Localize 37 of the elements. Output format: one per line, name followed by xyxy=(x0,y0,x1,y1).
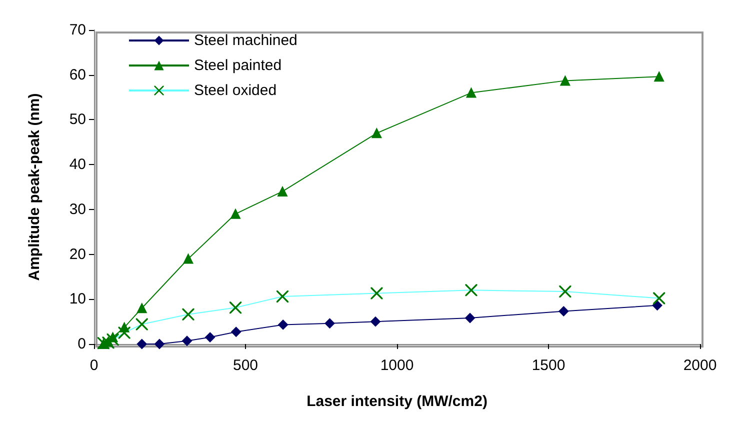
x-tick-label: 2000 xyxy=(683,357,717,374)
legend-label: Steel painted xyxy=(194,57,282,74)
legend-label: Steel oxided xyxy=(194,82,277,99)
point xyxy=(182,336,192,346)
point xyxy=(560,76,570,86)
x-tick-label: 0 xyxy=(90,357,98,374)
point xyxy=(372,128,382,138)
point xyxy=(183,254,194,264)
point xyxy=(230,208,240,219)
y-tick-label: 70 xyxy=(69,22,86,38)
x-axis-title: Laser intensity (MW/cm2) xyxy=(306,393,488,410)
y-tick-label: 30 xyxy=(69,200,86,218)
y-tick-label: 0 xyxy=(78,336,86,352)
point xyxy=(558,306,569,316)
point xyxy=(136,339,147,349)
point xyxy=(154,339,164,349)
x-tick-label: 1500 xyxy=(532,357,566,374)
point xyxy=(654,72,664,82)
point xyxy=(205,332,216,342)
point xyxy=(277,186,288,196)
legend-label: Steel machined xyxy=(194,32,298,49)
point xyxy=(465,312,476,323)
point xyxy=(231,326,242,337)
point xyxy=(466,88,476,98)
point xyxy=(370,316,380,327)
y-tick-label: 50 xyxy=(69,111,86,128)
y-tick-label: 40 xyxy=(69,156,86,174)
y-axis-title: Amplitude peak-peak (nm) xyxy=(26,93,43,281)
point xyxy=(652,300,662,310)
y-tick-label: 20 xyxy=(69,246,86,263)
point xyxy=(324,318,335,328)
x-tick-label: 500 xyxy=(232,357,258,374)
point xyxy=(136,303,147,314)
y-tick-label: 60 xyxy=(69,66,86,84)
y-tick-label: 10 xyxy=(69,290,86,308)
x-tick-label: 1000 xyxy=(380,357,414,374)
point xyxy=(278,320,288,330)
